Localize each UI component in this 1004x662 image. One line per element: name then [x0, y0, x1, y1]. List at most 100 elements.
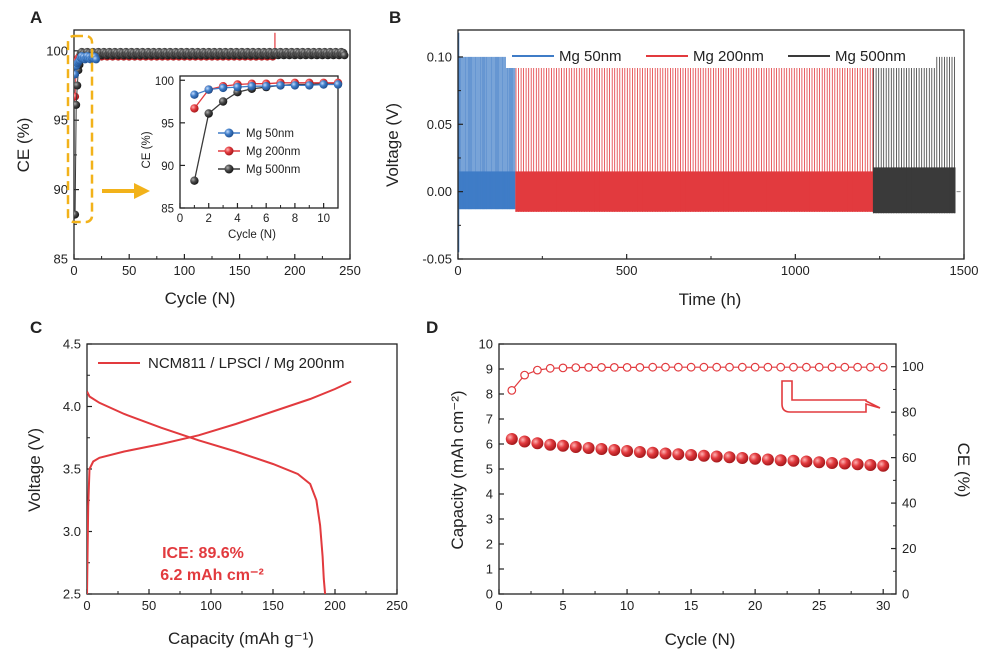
ce-point [635, 363, 645, 372]
x-tick-label: 1500 [950, 263, 979, 278]
capacity-point [557, 439, 569, 452]
legend-bg [506, 44, 936, 68]
x-tick-label: 1000 [781, 263, 810, 278]
capacity-point [608, 444, 621, 456]
ce-point [686, 362, 696, 372]
capacity-point [621, 445, 634, 457]
ce-point [571, 363, 581, 373]
ce-point [622, 363, 632, 372]
capacity-point [877, 459, 890, 472]
ce-point [648, 362, 658, 372]
capacity-annotation: 6.2 mAh cm⁻² [160, 567, 264, 584]
y-tick-label: 85 [161, 204, 174, 216]
y-tick-label: 8 [486, 387, 493, 402]
ce-line [511, 366, 884, 391]
ce-point [507, 386, 517, 395]
ce-point [866, 362, 875, 372]
x-tick-label: 4 [234, 213, 241, 225]
legend-mg50: Mg 50nm [246, 128, 294, 140]
legend-mg500-b: Mg 500nm [835, 48, 906, 65]
x-tick-label: 25 [812, 598, 826, 613]
y-tick-label: 2.5 [63, 587, 81, 602]
panel-d-ylabel: Capacity (mAh cm⁻²) [448, 390, 467, 549]
panel-b-data [458, 32, 961, 253]
capacity-point [710, 450, 723, 463]
capacity-point [569, 441, 582, 453]
panel-d-xlabel: Cycle (N) [665, 630, 736, 649]
ce-point-mg-500nm [74, 100, 81, 109]
capacity-point [761, 453, 774, 466]
x-tick-label: 30 [876, 598, 890, 613]
y-tick-label: 2 [486, 537, 493, 552]
y-tick-label: 95 [54, 113, 68, 128]
panel-a-data [74, 32, 349, 219]
ce-point [725, 362, 734, 372]
x-tick-label: 20 [748, 598, 762, 613]
inset-point-mg-500nm [190, 176, 199, 185]
ce-point-mg-500nm [74, 81, 82, 90]
ce-point-mg-50nm [74, 70, 80, 79]
capacity-point [800, 455, 813, 468]
capacity-point [505, 433, 518, 445]
panel-c-ylabel: Voltage (V) [25, 428, 44, 512]
y-tick-label: 100 [46, 43, 68, 58]
ce-point-mg-200nm [74, 92, 80, 101]
capacity-point [595, 443, 608, 455]
panel-c-legend: NCM811 / LPSCl / Mg 200nm [148, 355, 344, 372]
capacity-point [736, 452, 749, 464]
y-tick-label: 85 [54, 252, 68, 267]
y-tick-label: 7 [486, 412, 493, 427]
legend-mg200: Mg 200nm [246, 146, 300, 158]
y2-tick-label: 60 [902, 450, 916, 465]
inset-point-mg-50nm [333, 80, 343, 89]
capacity-point [659, 447, 672, 460]
x-tick-label: 8 [292, 213, 298, 225]
right-axis-arrow-icon [781, 380, 881, 413]
inset-point-mg-50nm [305, 81, 314, 90]
y-tick-label: 4.0 [63, 399, 81, 414]
capacity-point [531, 437, 544, 450]
capacity-point [787, 454, 800, 467]
panel-c-xlabel: Capacity (mAh g⁻¹) [168, 629, 314, 648]
capacity-point [697, 449, 710, 462]
capacity-point [685, 449, 698, 461]
ce-point [750, 362, 760, 372]
axes-frame [498, 343, 897, 595]
inset-ylabel: CE (%) [141, 131, 153, 168]
capacity-point [774, 454, 787, 467]
panel-c-label: C [30, 318, 42, 337]
ce-point [533, 365, 542, 375]
panel-a-label: A [30, 8, 42, 27]
capacity-point [672, 448, 685, 461]
ice-annotation: ICE: 89.6% [162, 545, 244, 562]
inset-point-mg-50nm [276, 81, 285, 90]
x-tick-label: 0 [177, 213, 183, 225]
inset-bg [180, 76, 338, 208]
inset-point-mg-50nm [319, 80, 328, 89]
voltage-spikes-mg-200nm [515, 56, 874, 212]
capacity-point [633, 446, 646, 458]
ce-point [558, 363, 568, 373]
y-tick-label: 0 [486, 587, 493, 602]
x-tick-label: 0 [70, 263, 77, 278]
capacity-point [582, 442, 595, 454]
ce-point [661, 362, 670, 372]
x-tick-label: 250 [386, 598, 408, 613]
y-tick-label: 5 [486, 462, 493, 477]
inset-point-mg-50nm [190, 90, 199, 99]
x-tick-label: 150 [229, 263, 251, 278]
ce-point [878, 362, 888, 372]
ce-point-mg-500nm [340, 51, 349, 60]
x-tick-label: 0 [83, 598, 90, 613]
ce-point [699, 362, 709, 372]
capacity-point [813, 456, 826, 469]
ce-point [584, 363, 593, 372]
x-tick-label: 200 [324, 598, 346, 613]
y-tick-label: 3 [486, 512, 493, 527]
inset-point-mg-500nm [204, 109, 213, 118]
y-tick-label: 4 [486, 487, 493, 502]
y2-tick-label: 80 [902, 405, 916, 420]
panel-b-label: B [389, 8, 401, 27]
